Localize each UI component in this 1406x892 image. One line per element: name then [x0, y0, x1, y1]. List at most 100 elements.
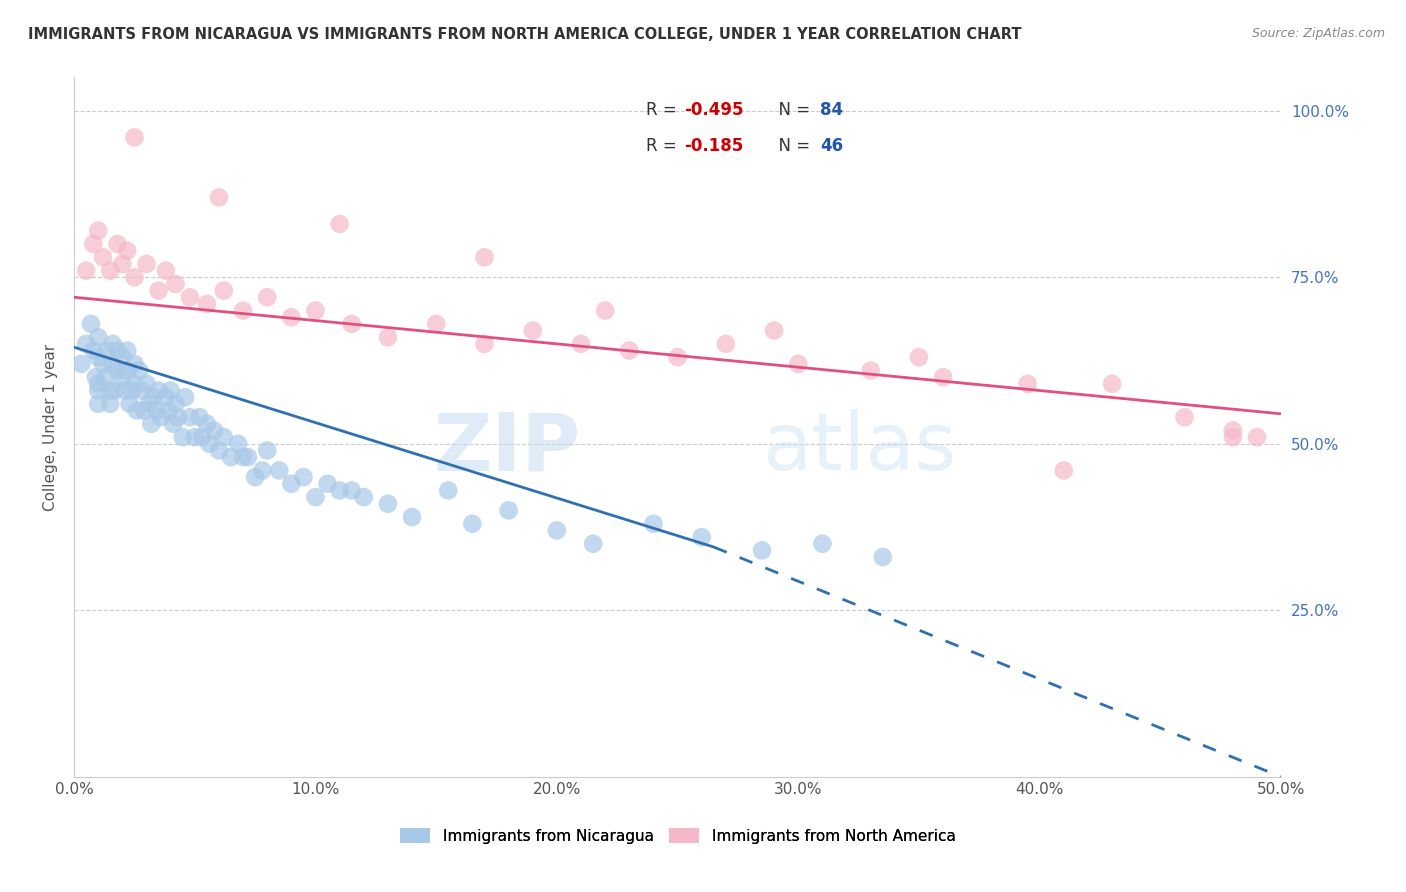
- Point: [191, 430, 214, 444]
- Point: [252, 463, 274, 477]
- Point: [474, 250, 496, 264]
- Point: [118, 397, 141, 411]
- Point: [1101, 376, 1123, 391]
- Point: [256, 443, 278, 458]
- Point: [236, 450, 259, 464]
- Point: [474, 337, 496, 351]
- Point: [124, 376, 146, 391]
- Point: [124, 270, 146, 285]
- Point: [82, 237, 104, 252]
- Point: [104, 384, 127, 398]
- Point: [787, 357, 810, 371]
- Point: [155, 390, 177, 404]
- Text: N =: N =: [768, 136, 815, 155]
- Point: [101, 337, 124, 351]
- Point: [172, 430, 194, 444]
- Point: [219, 450, 242, 464]
- Point: [157, 403, 180, 417]
- Point: [167, 410, 190, 425]
- Point: [292, 470, 315, 484]
- Point: [138, 397, 160, 411]
- Point: [107, 237, 129, 252]
- Point: [908, 350, 931, 364]
- Point: [232, 450, 254, 464]
- Point: [87, 397, 110, 411]
- Point: [340, 483, 363, 498]
- Text: 84: 84: [820, 101, 844, 120]
- Point: [256, 290, 278, 304]
- Point: [135, 376, 157, 391]
- Text: -0.185: -0.185: [683, 136, 742, 155]
- Point: [111, 350, 134, 364]
- Point: [714, 337, 737, 351]
- Point: [155, 263, 177, 277]
- Point: [377, 330, 399, 344]
- Point: [87, 376, 110, 391]
- Point: [121, 384, 143, 398]
- Text: atlas: atlas: [762, 409, 956, 487]
- Point: [1017, 376, 1039, 391]
- Point: [111, 370, 134, 384]
- Text: R =: R =: [647, 136, 682, 155]
- Point: [70, 357, 93, 371]
- Point: [87, 224, 110, 238]
- Point: [111, 257, 134, 271]
- Point: [195, 297, 218, 311]
- Point: [329, 217, 352, 231]
- Point: [212, 430, 235, 444]
- Point: [666, 350, 689, 364]
- Point: [159, 384, 181, 398]
- Point: [1246, 430, 1268, 444]
- Point: [316, 476, 339, 491]
- Point: [98, 397, 121, 411]
- Point: [125, 403, 148, 417]
- Point: [141, 417, 163, 431]
- Point: [107, 343, 129, 358]
- Point: [522, 324, 544, 338]
- Point: [811, 537, 834, 551]
- Point: [280, 310, 302, 325]
- Point: [1173, 410, 1195, 425]
- Point: [87, 330, 110, 344]
- Legend: Immigrants from Nicaragua, Immigrants from North America: Immigrants from Nicaragua, Immigrants fr…: [394, 822, 962, 850]
- Point: [107, 363, 129, 377]
- Point: [80, 317, 103, 331]
- Text: -0.495: -0.495: [683, 101, 744, 120]
- Point: [1053, 463, 1076, 477]
- Point: [115, 363, 138, 377]
- Point: [184, 430, 207, 444]
- Text: ZIP: ZIP: [434, 409, 581, 487]
- Point: [751, 543, 773, 558]
- Point: [82, 343, 104, 358]
- Point: [232, 303, 254, 318]
- Point: [84, 370, 107, 384]
- Point: [932, 370, 955, 384]
- Point: [132, 403, 155, 417]
- Point: [115, 244, 138, 258]
- Point: [340, 317, 363, 331]
- Point: [269, 463, 291, 477]
- Point: [165, 277, 187, 291]
- Point: [1222, 424, 1244, 438]
- Point: [101, 357, 124, 371]
- Point: [859, 363, 882, 377]
- Point: [377, 497, 399, 511]
- Point: [179, 290, 201, 304]
- Point: [128, 363, 150, 377]
- Point: [195, 417, 218, 431]
- Text: Source: ZipAtlas.com: Source: ZipAtlas.com: [1251, 27, 1385, 40]
- Point: [208, 443, 231, 458]
- Point: [165, 397, 187, 411]
- Point: [202, 424, 225, 438]
- Point: [461, 516, 484, 531]
- Point: [174, 390, 197, 404]
- Point: [643, 516, 665, 531]
- Point: [582, 537, 605, 551]
- Point: [162, 417, 184, 431]
- Point: [353, 490, 375, 504]
- Point: [98, 384, 121, 398]
- Point: [208, 190, 231, 204]
- Point: [97, 343, 120, 358]
- Point: [198, 437, 221, 451]
- Point: [243, 470, 266, 484]
